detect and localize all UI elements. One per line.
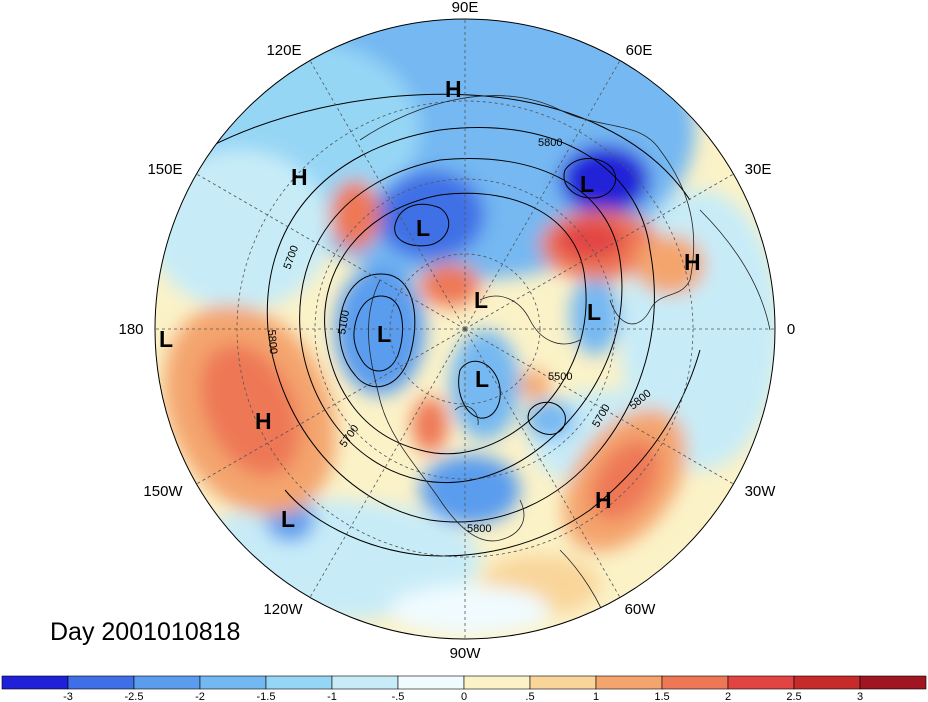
colorbar-swatch	[67, 675, 135, 690]
colorbar-tick-label: 0	[461, 691, 467, 702]
pressure-center-l: L	[377, 321, 391, 347]
pressure-center-h: H	[291, 164, 308, 190]
pressure-center-h: H	[445, 76, 462, 102]
colorbar-swatch	[331, 675, 399, 690]
pressure-center-l: L	[416, 215, 430, 241]
colorbar-tick-label: -.5	[392, 691, 405, 702]
graticule	[155, 19, 775, 639]
contour-label: 5800	[538, 137, 562, 149]
lon-label-60e: 60E	[626, 42, 653, 59]
contour-label: 5800	[467, 523, 491, 535]
lon-label-90w: 90W	[450, 645, 482, 662]
colorbar-swatch	[397, 675, 465, 690]
lon-label-120e: 120E	[266, 42, 301, 59]
coastlines	[359, 95, 771, 631]
colorbar-swatch	[595, 675, 663, 690]
colorbar-tick-label: 1	[593, 691, 599, 702]
height-contours	[169, 93, 701, 557]
colorbar-swatch	[661, 675, 729, 690]
colorbar-swatch	[265, 675, 333, 690]
pressure-center-h: H	[684, 249, 701, 275]
colorbar-swatch	[859, 675, 927, 690]
pressure-center-l: L	[475, 366, 489, 392]
lon-label-150e: 150E	[147, 161, 182, 178]
lon-label-90e: 90E	[452, 0, 479, 16]
longitude-labels: 90E 60E 30E 0 30W 60W 90W 120W 150W 180 …	[118, 0, 795, 662]
contour-label: 5800	[265, 329, 279, 354]
colorbar-swatch	[1, 675, 69, 690]
pressure-center-h: H	[595, 487, 612, 513]
date-label: Day 2001010818	[50, 618, 241, 646]
colorbar-swatch	[463, 675, 531, 690]
contour-label: 5500	[548, 371, 572, 383]
pressure-center-l: L	[281, 506, 295, 532]
colorbar-tick-label: -2.5	[125, 691, 144, 702]
pressure-center-l: L	[474, 287, 488, 313]
lon-label-30e: 30E	[745, 161, 772, 178]
pressure-center-l: L	[587, 299, 601, 325]
colorbar-tick-label: .5	[525, 691, 534, 702]
colorbar-tick-label: 1.5	[654, 691, 669, 702]
lon-label-150w: 150W	[143, 483, 183, 500]
map-border	[154, 18, 776, 640]
lon-label-180: 180	[118, 321, 143, 338]
colorbar-swatch	[529, 675, 597, 690]
lon-label-60w: 60W	[625, 601, 657, 618]
colorbar-swatch	[793, 675, 861, 690]
colorbar-tick-label: -3	[63, 691, 73, 702]
colorbar-tick-label: 2.5	[786, 691, 801, 702]
colorbar-tick-label: 2	[725, 691, 731, 702]
contour-label: 5100	[336, 309, 352, 335]
pressure-center-l: L	[580, 171, 594, 197]
colorbar: -3 -2.5 -2 -1.5 -1 -.5 0 .5 1 1.5 2 2.5 3	[1, 675, 927, 702]
lon-label-0: 0	[787, 321, 795, 338]
lon-label-30w: 30W	[745, 483, 777, 500]
pressure-centers: H H L L H L L L L L H H L	[159, 76, 701, 532]
lon-label-120w: 120W	[263, 601, 303, 618]
colorbar-tick-label: -1.5	[257, 691, 276, 702]
colorbar-tick-label: -1	[327, 691, 337, 702]
colorbar-tick-label: 3	[857, 691, 863, 702]
colorbar-swatch	[133, 675, 201, 690]
pressure-center-h: H	[255, 408, 272, 434]
colorbar-swatch	[727, 675, 795, 690]
pressure-center-l: L	[159, 326, 173, 352]
colorbar-swatch	[199, 675, 267, 690]
colorbar-tick-label: -2	[195, 691, 205, 702]
